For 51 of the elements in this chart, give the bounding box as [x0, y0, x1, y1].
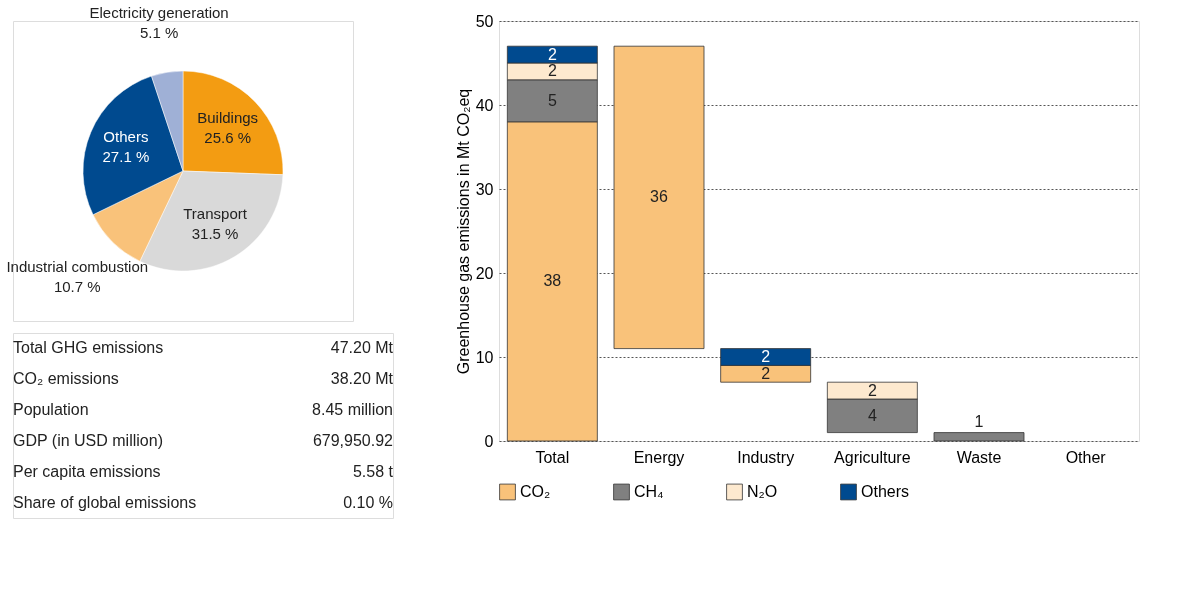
text: 38.20 Mt	[330, 370, 394, 388]
data-label: 1	[974, 412, 984, 430]
slice-label: Transport	[183, 205, 248, 223]
y-tick-label: 20	[475, 264, 494, 282]
data-label: 5	[547, 91, 557, 109]
x-tick-label: Total	[535, 448, 570, 466]
data-label: 36	[650, 188, 668, 206]
bar	[613, 45, 705, 349]
slice-label: Buildings	[197, 108, 259, 126]
text: 0.10 %	[343, 493, 393, 511]
data-label: 27.1 %	[102, 147, 150, 165]
data-label: 4	[867, 406, 877, 424]
data-label: 2	[761, 348, 771, 365]
text: GDP (in USD million)	[13, 431, 163, 449]
y-tick-label: 0	[484, 432, 494, 450]
x-tick-label: Waste	[956, 448, 1002, 466]
legend-label: N₂O	[747, 483, 778, 500]
data-label: 38	[543, 272, 562, 290]
x-tick-label: Industry	[737, 448, 795, 466]
y-tick-label: 10	[475, 348, 494, 366]
legend-label: Others	[861, 483, 910, 500]
text: Per capita emissions	[13, 462, 161, 480]
text: Population	[13, 401, 89, 419]
data-label: 2	[867, 381, 877, 399]
y-tick-label: 50	[475, 12, 494, 30]
legend-label: CO₂	[520, 483, 551, 500]
text: 8.45 million	[312, 401, 393, 419]
data-label: 2	[761, 364, 771, 382]
data-label: 2	[547, 62, 557, 80]
text: CO₂ emissions	[13, 370, 119, 388]
data-label: 10.7 %	[53, 278, 101, 296]
y-tick-label: 40	[475, 96, 494, 114]
text: 679,950.92	[312, 431, 394, 449]
slice-label: Others	[103, 127, 149, 145]
data-label: 5.1 %	[139, 23, 179, 41]
data-label: 25.6 %	[204, 128, 252, 146]
x-tick-label: Agriculture	[834, 448, 911, 466]
text: 5.58 t	[352, 462, 394, 480]
x-tick-label: Other	[1065, 448, 1107, 466]
x-tick-label: Energy	[633, 448, 685, 466]
data-label: 2	[547, 45, 557, 63]
y-axis-title: Greenhouse gas emissions in Mt CO₂eq	[454, 88, 472, 375]
text: Share of global emissions	[13, 493, 197, 511]
bar	[933, 432, 1025, 442]
y-tick-label: 30	[475, 180, 494, 198]
text: Total GHG emissions	[13, 339, 164, 357]
text: 47.20 Mt	[330, 339, 394, 357]
slice-label: Industrial combustion	[6, 258, 149, 276]
slice-label: Electricity generation	[89, 3, 229, 21]
legend-label: CH₄	[634, 483, 664, 500]
data-label: 31.5 %	[191, 225, 239, 243]
